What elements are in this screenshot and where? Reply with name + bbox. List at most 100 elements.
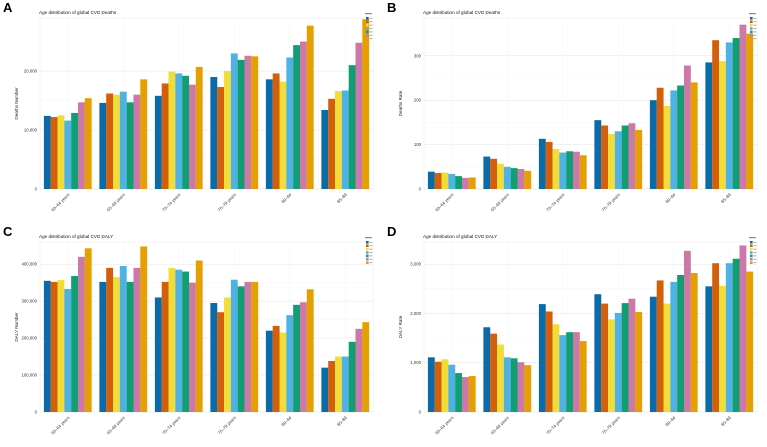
bar xyxy=(552,149,560,189)
bar xyxy=(126,281,134,412)
bar xyxy=(719,61,726,190)
bar xyxy=(99,281,107,412)
bar xyxy=(161,83,169,189)
legend-swatch xyxy=(366,254,369,258)
x-tick-label: 60–64 years xyxy=(434,192,454,212)
x-tick-label: 75–79 years xyxy=(217,415,237,435)
bar xyxy=(670,281,678,412)
legend-swatch xyxy=(750,241,753,244)
bar xyxy=(683,65,691,189)
bar xyxy=(621,125,629,189)
bar xyxy=(572,332,580,412)
bar xyxy=(224,71,231,189)
bar xyxy=(77,102,85,189)
bar xyxy=(614,131,622,189)
legend-label-mark xyxy=(369,248,373,250)
legend-title-mark xyxy=(749,237,756,239)
bar xyxy=(237,59,245,190)
bar xyxy=(461,177,469,189)
legend-swatch xyxy=(750,27,753,30)
panel-letter: C xyxy=(3,224,13,239)
y-tick-label: 0 xyxy=(35,187,38,192)
bar xyxy=(614,312,622,412)
legend-swatch xyxy=(750,247,753,251)
bar xyxy=(210,76,218,189)
bar xyxy=(321,367,329,412)
bar xyxy=(608,133,615,189)
bar xyxy=(441,359,449,412)
legend-swatch xyxy=(366,17,369,20)
bar xyxy=(517,362,525,412)
y-tick-label: 0 xyxy=(419,187,422,192)
bar xyxy=(483,156,491,189)
bar xyxy=(725,42,733,189)
bar xyxy=(649,296,657,412)
legend-label-mark xyxy=(753,248,757,250)
legend-swatch xyxy=(750,258,753,261)
bar xyxy=(106,93,114,189)
plot-area xyxy=(423,17,758,190)
y-axis-label: DALY Rate xyxy=(398,315,403,338)
bar xyxy=(286,57,294,189)
bar xyxy=(168,267,176,412)
bar xyxy=(579,341,587,412)
bar xyxy=(265,330,273,412)
legend-label-mark xyxy=(369,255,373,257)
legend-label-mark xyxy=(369,258,373,260)
bar xyxy=(739,24,747,189)
bar xyxy=(621,303,629,412)
y-tick-label: 200 xyxy=(414,98,422,103)
x-tick-label: 70–74 years xyxy=(161,415,181,435)
y-tick-label: 20,000 xyxy=(24,69,38,74)
bar xyxy=(286,315,294,412)
legend-swatch xyxy=(750,20,753,23)
legend-swatch xyxy=(750,34,753,37)
legend-label-mark xyxy=(369,17,373,19)
bar xyxy=(293,304,301,412)
chart-svg-c: Age distribution of global CVD DALY 0 100,… xyxy=(14,234,374,435)
bar xyxy=(670,90,678,189)
bar xyxy=(441,172,449,189)
legend-swatch xyxy=(366,261,369,264)
bar xyxy=(244,55,252,189)
legend-label-mark xyxy=(369,262,373,264)
legend-swatch xyxy=(750,254,753,258)
legend-label-mark xyxy=(753,252,757,253)
bar xyxy=(524,170,532,189)
panel-letter: B xyxy=(387,0,397,15)
bar xyxy=(517,169,525,189)
y-tick-label: 0 xyxy=(35,410,38,415)
x-tick-label: 65–69 years xyxy=(106,192,126,212)
bar xyxy=(272,325,280,412)
y-axis-label: Deaths Rate xyxy=(398,90,403,116)
bar xyxy=(712,263,720,412)
x-tick-label: 75–79 years xyxy=(601,192,621,212)
bar xyxy=(182,271,190,412)
legend-label-mark xyxy=(369,245,373,247)
bar xyxy=(237,286,245,412)
bar xyxy=(448,364,456,412)
chart-svg-d: Age distribution of global CVD DALY 0 1,00… xyxy=(398,234,758,435)
bar xyxy=(113,94,120,189)
legend-swatch xyxy=(366,244,369,247)
bar xyxy=(524,365,532,412)
bar xyxy=(468,376,476,412)
bar xyxy=(244,281,252,412)
x-tick-label: 80–84 xyxy=(280,415,292,427)
x-tick-label: 85–89 xyxy=(720,415,732,427)
bar xyxy=(719,285,726,412)
bar xyxy=(559,335,567,412)
bar xyxy=(677,85,685,189)
x-tick-label: 75–79 years xyxy=(217,192,237,212)
y-axis-label: Deaths Number xyxy=(14,87,19,120)
bar xyxy=(448,173,456,189)
bar xyxy=(490,333,498,412)
bar xyxy=(188,282,196,412)
bar xyxy=(608,319,615,412)
x-tick-label: 70–74 years xyxy=(161,192,181,212)
legend-swatch xyxy=(366,34,369,37)
bar xyxy=(217,312,225,412)
bar xyxy=(328,98,336,189)
legend-swatch xyxy=(366,30,369,34)
legend-swatch xyxy=(366,258,369,261)
